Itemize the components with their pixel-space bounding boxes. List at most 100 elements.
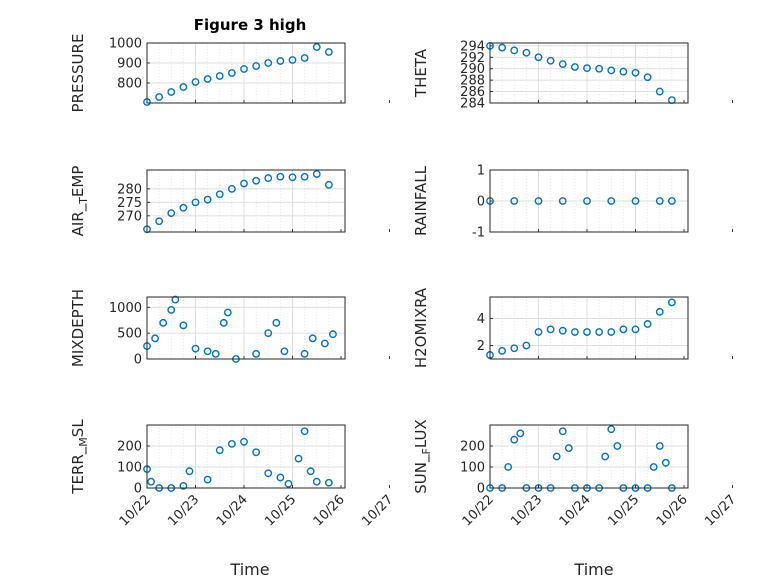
y-tick-label: 900	[117, 57, 142, 72]
data-point	[329, 330, 337, 339]
y-tick-label: 200	[460, 440, 485, 455]
data-point	[300, 172, 309, 181]
axes-box	[489, 424, 689, 489]
data-point	[240, 437, 248, 446]
data-point	[655, 87, 664, 96]
axes-box	[489, 296, 689, 360]
data-point	[272, 318, 281, 327]
data-point	[613, 442, 622, 450]
plot-area	[147, 297, 345, 359]
x-axis-label-right: Time	[573, 560, 613, 579]
subplot-5: 0 500 1000 MIXDEPTH	[69, 289, 390, 368]
subplot-1: 800 900 1000 PRESSURE	[69, 34, 390, 113]
data-point	[643, 320, 652, 328]
data-point	[147, 477, 155, 486]
y-tick-label: 4	[477, 312, 485, 327]
plot-area	[147, 170, 345, 232]
data-point	[312, 43, 321, 51]
y-axis-label: H2OMIXRA	[412, 287, 430, 368]
y-tick-label: 294	[460, 39, 485, 54]
data-point	[320, 339, 329, 348]
y-tick-label: 0	[134, 482, 142, 497]
y-axis-label: SUN_FLUX	[412, 419, 433, 493]
y-tick-label: 280	[117, 182, 142, 197]
data-point	[294, 454, 303, 463]
data-point	[276, 473, 285, 482]
data-point	[284, 479, 293, 488]
data-point	[504, 463, 513, 471]
data-point	[510, 435, 519, 444]
data-point	[300, 427, 309, 436]
data-point	[498, 347, 507, 355]
plot-area	[490, 297, 688, 359]
data-point	[280, 347, 289, 356]
data-point	[312, 477, 321, 486]
y-axis-label: PRESSURE	[69, 34, 87, 113]
axes-box	[146, 424, 346, 489]
y-tick-label: 292	[460, 51, 485, 66]
data-point	[655, 307, 664, 316]
data-point	[324, 48, 333, 56]
data-point	[583, 64, 591, 73]
data-point	[324, 180, 333, 189]
data-point	[510, 344, 519, 353]
y-tick-label: 286	[460, 85, 485, 100]
figure-title: Figure 3 high	[194, 16, 307, 34]
y-tick-label: 290	[460, 62, 485, 77]
data-point	[607, 66, 616, 75]
data-point	[558, 60, 567, 69]
data-point	[288, 173, 297, 182]
data-point	[276, 57, 285, 65]
data-point	[215, 446, 224, 455]
data-point	[191, 344, 200, 353]
data-point	[558, 197, 567, 205]
y-tick-label: 200	[117, 440, 142, 455]
data-point	[655, 197, 664, 205]
data-point	[607, 328, 616, 336]
subplot-6: 2 4 H2OMIXRA	[412, 287, 733, 368]
data-point	[552, 452, 561, 461]
data-point	[546, 325, 555, 334]
data-point	[570, 328, 579, 336]
data-point	[252, 349, 261, 358]
subplot-4: -1 0 1 RAINFALL	[412, 164, 733, 241]
data-point	[159, 318, 168, 327]
y-tick-label: 0	[134, 353, 142, 368]
data-point	[264, 329, 273, 338]
y-tick-label: -1	[472, 226, 485, 241]
data-point	[643, 73, 652, 82]
y-tick-label: 1000	[109, 301, 142, 316]
data-point	[191, 78, 200, 86]
data-point	[203, 347, 212, 356]
data-point	[300, 54, 309, 62]
data-point	[215, 190, 224, 199]
data-point	[534, 328, 543, 336]
data-point	[227, 439, 236, 448]
data-point	[155, 217, 164, 226]
y-tick-label: 284	[460, 97, 485, 112]
data-point	[583, 328, 591, 336]
data-point	[179, 83, 188, 91]
y-tick-label: 288	[460, 74, 485, 89]
data-point	[534, 197, 543, 205]
data-point	[203, 475, 212, 484]
y-tick-label: 800	[117, 77, 142, 92]
data-point	[223, 308, 232, 317]
data-point	[185, 467, 194, 476]
y-tick-label: 100	[117, 461, 142, 476]
data-point	[631, 325, 640, 334]
y-axis-label: RAINFALL	[412, 165, 430, 236]
data-point	[252, 176, 261, 185]
data-point	[167, 306, 176, 314]
data-point	[534, 53, 543, 62]
plot-area	[147, 43, 345, 103]
axes-box	[489, 169, 689, 233]
data-point	[227, 184, 236, 193]
data-point	[179, 481, 188, 490]
data-point	[522, 48, 531, 57]
data-point	[308, 334, 317, 343]
data-point	[583, 197, 591, 205]
y-tick-label: 100	[460, 461, 485, 476]
